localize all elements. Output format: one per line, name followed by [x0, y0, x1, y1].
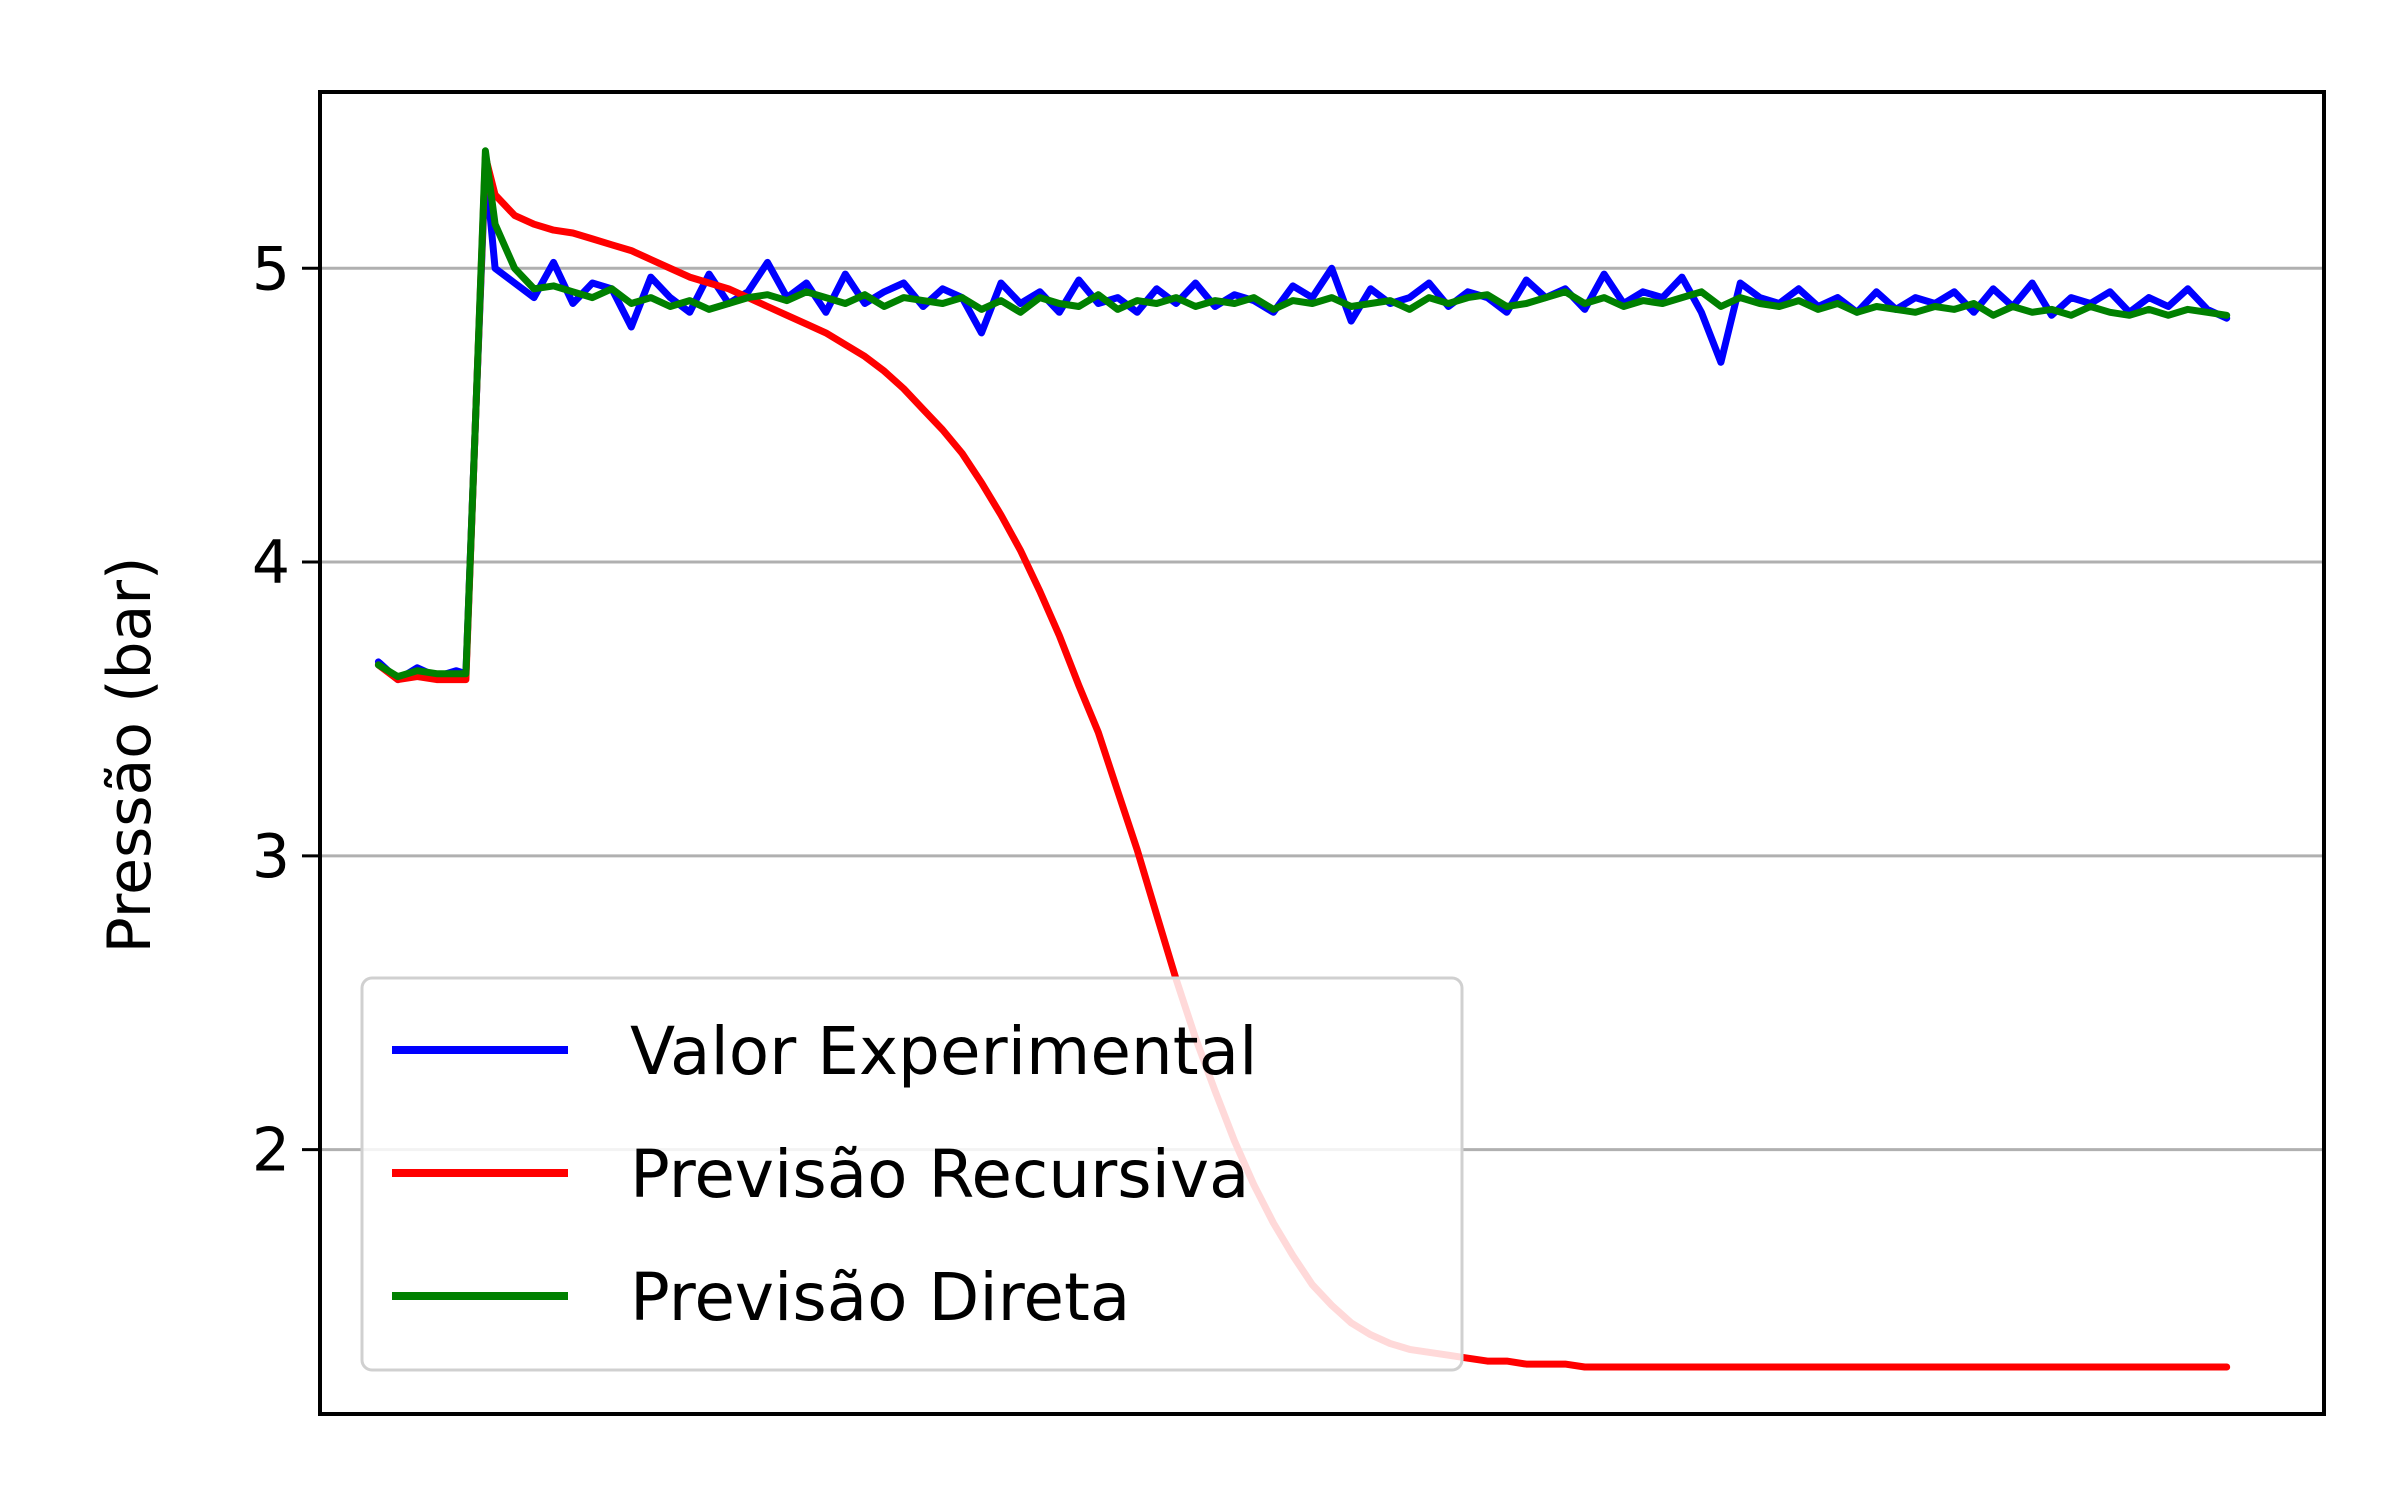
series-line-1: [374, 161, 2231, 684]
legend-label-3: Previsão Direta: [630, 1259, 1130, 1336]
legend-label-1: Valor Experimental: [630, 1013, 1257, 1090]
series-line-3: [374, 147, 2231, 681]
y-axis-ticks: 2 3 4 5: [252, 234, 320, 1186]
legend-label-2: Previsão Recursiva: [630, 1136, 1250, 1213]
plot-frame: [318, 90, 2326, 1416]
y-tick-label-3: 3: [252, 822, 290, 892]
y-tick-label-2: 2: [252, 1116, 290, 1186]
y-axis-title: Pressão (bar): [95, 557, 165, 954]
y-tick-label-5: 5: [252, 234, 290, 304]
legend-box: [360, 976, 1464, 1372]
legend: Valor Experimental Previsão Recursiva Prev…: [360, 976, 1464, 1372]
y-tick-label-4: 4: [252, 528, 290, 598]
